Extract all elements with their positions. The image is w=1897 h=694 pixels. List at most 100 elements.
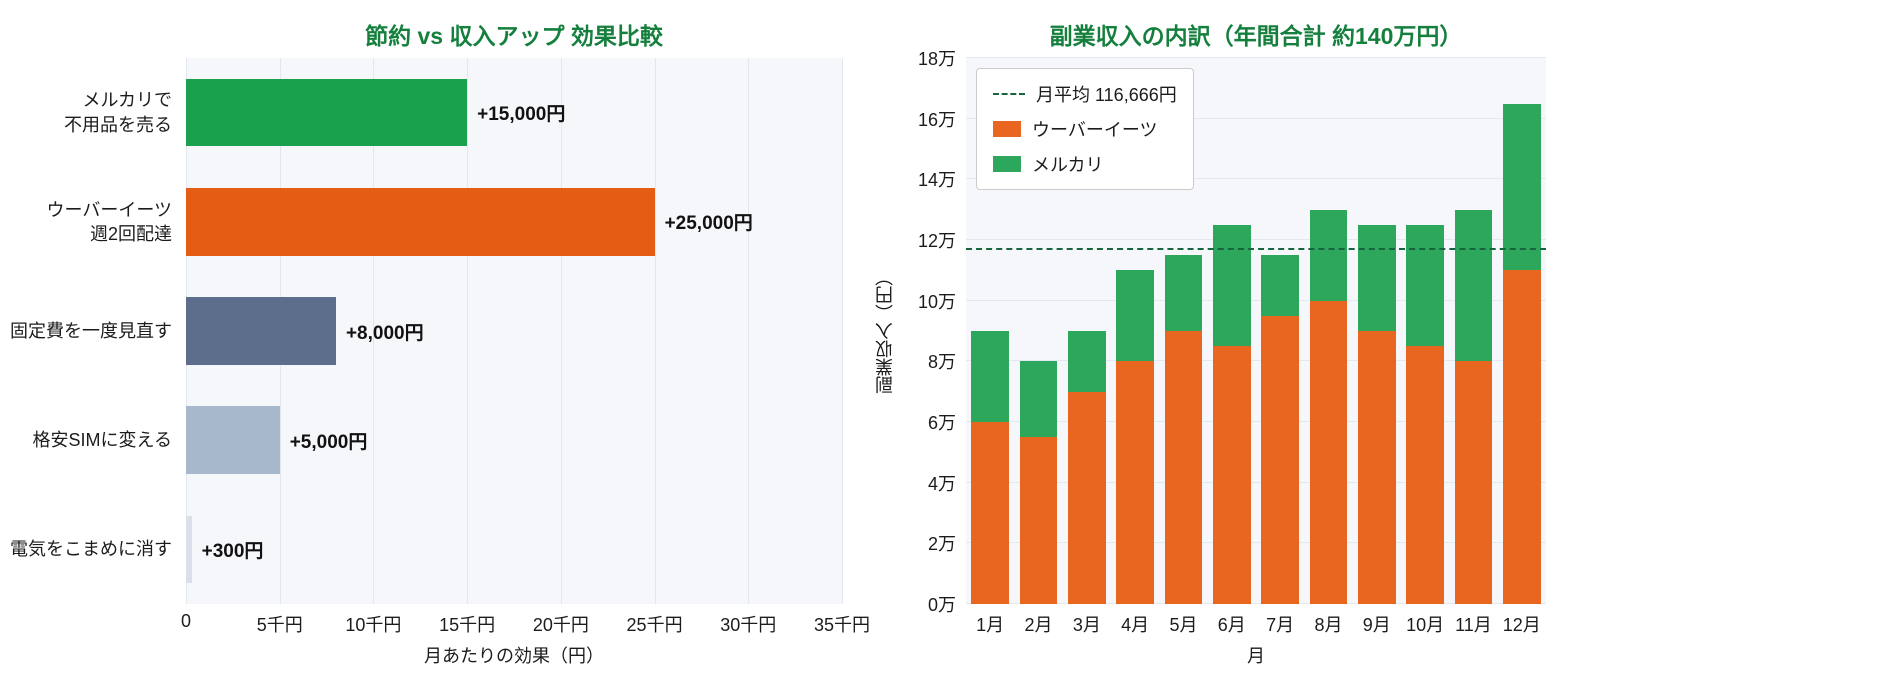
bar-value-label-fixed-costs: +8,000円 bbox=[345, 322, 424, 344]
y-gridline bbox=[966, 117, 1546, 119]
bar-value-label-uber-eats: +25,000円 bbox=[664, 213, 753, 235]
segment-uber-eats-month-9 bbox=[1357, 331, 1396, 604]
category-label-mercari: メルカリで 不用品を売る bbox=[64, 90, 172, 135]
x-tick-label-month-9: 9月 bbox=[1362, 615, 1391, 635]
y-tick-label: 16万 bbox=[917, 109, 956, 130]
x-tick-label: 20千円 bbox=[532, 615, 589, 635]
x-tick-label: 5千円 bbox=[256, 615, 303, 635]
category-label-cheap-sim: 格安SIMに変える bbox=[32, 430, 172, 451]
x-tick-label-month-12: 12月 bbox=[1502, 615, 1541, 635]
right-plot-area: 月平均 116,666円ウーバーイーツ メルカリ bbox=[966, 57, 1546, 604]
y-tick-label: 4万 bbox=[927, 473, 956, 494]
bar-row-mercari: +15,000円 bbox=[186, 58, 842, 167]
segment-mercari-month-12 bbox=[1502, 103, 1541, 271]
bar-electricity bbox=[186, 515, 192, 584]
x-gridline bbox=[842, 58, 843, 604]
y-tick-label: 14万 bbox=[917, 170, 956, 191]
left-plot-area: +15,000円 +25,000円 +8,000円 +5,000円 +300円 bbox=[186, 58, 843, 604]
x-tick-label-month-3: 3月 bbox=[1072, 615, 1101, 635]
left-chart-title: 節約 vs 収入アップ 効果比較 bbox=[365, 23, 663, 49]
y-gridline bbox=[966, 299, 1546, 301]
bar-slot-month-12 bbox=[1498, 58, 1546, 604]
y-tick-label: 12万 bbox=[917, 231, 956, 251]
legend: 月平均 116,666円ウーバーイーツ メルカリ bbox=[976, 68, 1194, 190]
x-gridline bbox=[654, 58, 656, 604]
x-gridline bbox=[467, 58, 469, 604]
y-gridline bbox=[966, 542, 1546, 544]
segment-uber-eats-month-11 bbox=[1454, 361, 1493, 604]
segment-mercari-month-4 bbox=[1116, 270, 1154, 362]
bar-slot-month-8 bbox=[1304, 58, 1352, 604]
average-line bbox=[966, 248, 1546, 251]
dashed-line-sample bbox=[993, 93, 1025, 95]
bar-slot-month-2 bbox=[1014, 58, 1062, 604]
legend-item-average: 月平均 116,666円 bbox=[993, 81, 1177, 107]
right-y-axis-ticks: 0万 2万 4万 6万 8万 10万 12万 14万 16万 18万 bbox=[902, 49, 966, 615]
y-gridline bbox=[966, 57, 1546, 58]
x-tick-label: 15千円 bbox=[439, 615, 496, 635]
segment-mercari-month-7 bbox=[1261, 255, 1299, 316]
y-tick-label: 6万 bbox=[927, 413, 956, 433]
segment-uber-eats-month-2 bbox=[1019, 437, 1058, 604]
savings-vs-income-chart: 節約 vs 収入アップ 効果比較 メルカリで 不用品を売る ウーバーイーツ 週2回… bbox=[0, 0, 871, 694]
bar-slot-month-6 bbox=[1208, 58, 1256, 604]
category-label-fixed-costs: 固定費を一度見直す bbox=[10, 320, 172, 341]
legend-item-uber-eats: ウーバーイーツ bbox=[993, 116, 1177, 142]
segment-uber-eats-month-6 bbox=[1212, 346, 1251, 604]
x-tick-label-month-11: 11月 bbox=[1455, 615, 1492, 635]
legend-label-mercari: メルカリ bbox=[1032, 155, 1104, 175]
left-x-axis-label: 月あたりの効果（円） bbox=[424, 646, 604, 666]
segment-uber-eats-month-4 bbox=[1116, 361, 1154, 604]
bar-slot-month-7 bbox=[1256, 58, 1304, 604]
x-tick-label-month-10: 10月 bbox=[1406, 615, 1445, 635]
bar-slot-month-11 bbox=[1449, 58, 1497, 604]
y-gridline bbox=[966, 481, 1546, 483]
bar-slot-month-5 bbox=[1159, 58, 1207, 604]
segment-uber-eats-month-5 bbox=[1164, 331, 1203, 604]
legend-label-average: 月平均 116,666円 bbox=[1036, 85, 1177, 105]
y-tick-label: 2万 bbox=[927, 534, 956, 555]
x-tick-label-month-1: 1月 bbox=[976, 615, 1005, 635]
segment-mercari-month-5 bbox=[1164, 255, 1203, 331]
x-tick-label-month-6: 6月 bbox=[1217, 615, 1246, 635]
bar-row-uber-eats: +25,000円 bbox=[186, 167, 842, 276]
bar-fixed-costs bbox=[186, 297, 336, 365]
x-tick-label: 10千円 bbox=[345, 615, 402, 635]
segment-mercari-month-11 bbox=[1454, 209, 1493, 362]
y-gridline bbox=[966, 603, 1546, 604]
bar-value-label-mercari: +15,000円 bbox=[477, 104, 566, 126]
legend-label-uber-eats: ウーバーイーツ bbox=[1032, 120, 1158, 140]
right-x-axis-ticks: 1月 2月 3月 4月 5月 6月 7月 8月 9月 10月 11月 12月 bbox=[966, 604, 1546, 638]
segment-uber-eats-month-12 bbox=[1502, 270, 1541, 604]
segment-mercari-month-6 bbox=[1212, 224, 1251, 347]
x-tick-label-month-7: 7月 bbox=[1266, 615, 1295, 635]
y-gridline bbox=[966, 239, 1546, 240]
uber-eats-color-swatch bbox=[993, 121, 1021, 137]
x-tick-label-month-4: 4月 bbox=[1121, 615, 1150, 635]
bar-slot-month-3 bbox=[1063, 58, 1111, 604]
y-gridline bbox=[966, 360, 1546, 362]
side-income-breakdown-chart: 副業収入の内訳（年間合計 約140万円） 副業収入（円） 0万 2万 4万 6万 8万 1… bbox=[868, 0, 1568, 694]
bar-value-label-electricity: +300円 bbox=[201, 540, 264, 562]
left-category-axis: メルカリで 不用品を売る ウーバーイーツ 週2回配達 固定費を一度見直す 格安SIMに… bbox=[8, 58, 186, 604]
bar-slot-month-1 bbox=[966, 58, 1014, 604]
bar-slot-month-4 bbox=[1111, 58, 1159, 604]
x-gridline bbox=[373, 58, 375, 604]
x-tick-label: 35千円 bbox=[813, 615, 871, 635]
x-tick-label-month-5: 5月 bbox=[1169, 615, 1198, 635]
right-chart-title: 副業収入の内訳（年間合計 約140万円） bbox=[1049, 23, 1463, 49]
y-tick-label: 0万 bbox=[927, 595, 956, 615]
bar-value-label-cheap-sim: +5,000円 bbox=[289, 431, 368, 453]
bar-cheap-sim bbox=[186, 406, 280, 475]
y-tick-label: 18万 bbox=[917, 49, 956, 69]
x-tick-label-month-2: 2月 bbox=[1024, 615, 1053, 635]
segment-uber-eats-month-7 bbox=[1261, 315, 1299, 604]
segment-mercari-month-9 bbox=[1357, 224, 1396, 331]
x-gridline bbox=[748, 58, 750, 604]
segment-mercari-month-8 bbox=[1309, 209, 1348, 301]
segment-uber-eats-month-1 bbox=[971, 422, 1009, 604]
y-tick-label: 10万 bbox=[917, 291, 956, 312]
bar-uber-eats bbox=[186, 187, 655, 256]
right-x-axis-label: 月 bbox=[1247, 646, 1265, 666]
